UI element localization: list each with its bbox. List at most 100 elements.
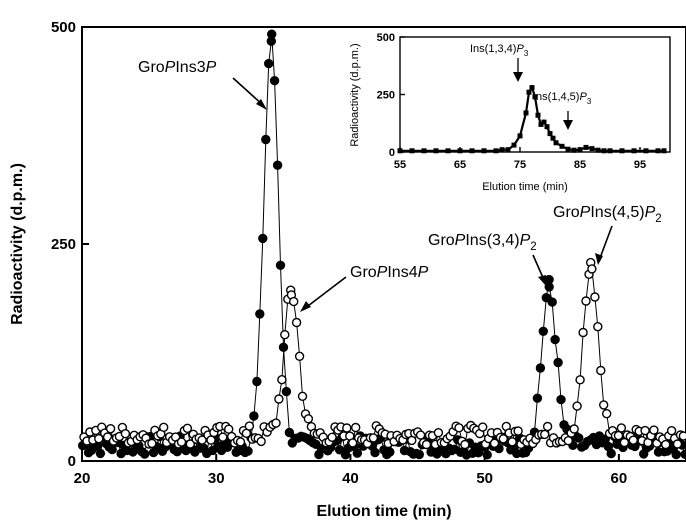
arrowhead-ins134p3 [513, 72, 523, 82]
annotation-gropins3p-label: GroPIns3P [138, 59, 217, 76]
inset-data-point [631, 148, 637, 154]
data-point-open [596, 365, 606, 376]
data-point-open [666, 426, 677, 436]
data-point-filled [267, 29, 277, 39]
annotation-ins134p3-label: Ins(1,3,4)P3 [470, 43, 529, 58]
inset-data-point [469, 148, 475, 154]
arrow-gropins4p [303, 276, 347, 310]
arrow-gropins45p2 [599, 225, 613, 259]
main-y-tick-label: 250 [51, 236, 76, 253]
data-point-filled [272, 160, 283, 170]
data-point-open [587, 264, 597, 274]
main-x-tick-label: 50 [476, 470, 493, 487]
inset-y-axis-title: Radioactivity (d.p.m.) [349, 43, 361, 146]
main-x-axis-title: Elution time (min) [316, 503, 451, 520]
data-point-open [540, 429, 550, 440]
data-point-open [256, 436, 266, 447]
inset-x-tick-label: 75 [514, 159, 526, 171]
data-point-open [235, 437, 246, 447]
data-point-open [348, 438, 358, 448]
data-point-open [185, 439, 196, 449]
data-point-filled [535, 363, 546, 373]
data-point-open [613, 430, 624, 441]
data-point-open [94, 434, 104, 444]
data-point-open [271, 418, 281, 428]
data-point-open [368, 433, 379, 443]
data-point-filled [334, 445, 345, 455]
main-x-tick-label: 40 [342, 470, 359, 487]
data-point-open [649, 425, 659, 435]
data-point-filled [680, 449, 686, 459]
main-x-ticks: 20 30 40 50 60 [74, 454, 628, 487]
inset-data-point [655, 148, 661, 154]
data-point-open [628, 435, 638, 445]
inset-data-point [526, 89, 532, 95]
inset-data-point [529, 85, 535, 91]
arrowhead-ins145p3 [563, 120, 573, 130]
inset-y-tick-label: 0 [389, 147, 395, 159]
arrowhead-gropins34p2 [538, 275, 546, 286]
main-y-ticks: 0 250 500 [51, 19, 89, 470]
annotation-gropins4p-label: GroPIns4P [350, 264, 429, 281]
data-point-open [351, 422, 361, 433]
arrowhead-gropins3p [256, 99, 267, 110]
data-point-open [498, 434, 508, 444]
data-point-filled [538, 326, 548, 336]
data-point-open [327, 432, 337, 442]
data-point-open [274, 394, 284, 404]
main-chart: 20 30 40 50 60 0 250 500 Elution time (min) Ra… [9, 19, 686, 520]
data-point-filled [139, 449, 150, 459]
data-point-filled [128, 447, 138, 457]
data-point-open [563, 436, 573, 446]
inset-chart: 55 65 75 85 95 0 250 500 Elution time (min) Ra… [345, 29, 685, 199]
inset-data-point [601, 148, 607, 154]
inset-x-tick-label: 95 [634, 159, 646, 171]
data-point-filled [243, 446, 253, 456]
arrowhead-gropins4p [300, 301, 311, 312]
inset-data-point [517, 133, 523, 139]
data-point-filled [258, 233, 268, 244]
inset-x-tick-label: 65 [454, 159, 466, 171]
inset-data-point [493, 148, 499, 154]
inset-x-ticks: 55 65 75 85 95 [394, 147, 646, 171]
data-point-open [489, 438, 500, 448]
data-point-filled [606, 448, 616, 459]
inset-data-point [559, 143, 565, 149]
data-point-filled [95, 448, 106, 459]
data-point-open [672, 439, 683, 449]
data-point-filled [414, 449, 424, 460]
data-point-filled [550, 334, 560, 345]
data-point-open [616, 423, 627, 433]
data-point-open [182, 423, 193, 433]
data-point-open [218, 432, 228, 442]
data-point-open [294, 351, 305, 361]
data-point-filled [574, 433, 584, 443]
inset-data-point [619, 148, 625, 154]
data-point-open [277, 375, 287, 385]
data-point-filled [249, 411, 259, 421]
inset-data-point [544, 124, 550, 130]
inset-data-point [505, 147, 511, 153]
inset-data-point [571, 147, 577, 153]
data-point-open [280, 330, 290, 340]
data-point-open [454, 423, 464, 433]
data-point-filled [255, 309, 265, 319]
data-point-open [599, 400, 609, 410]
data-point-open [602, 409, 612, 419]
data-point-filled [385, 447, 395, 457]
annotation-gropins34p2-label: GroPIns(3,4)P2 [428, 232, 537, 253]
inset-data-point [445, 148, 451, 154]
data-point-open [433, 428, 444, 438]
main-x-tick-label: 60 [611, 470, 628, 487]
main-y-tick-label: 0 [68, 453, 76, 470]
data-point-open [678, 431, 686, 441]
data-point-open [158, 422, 169, 432]
main-x-tick-label: 30 [208, 470, 225, 487]
inset-data-point [532, 94, 538, 100]
data-point-filled [556, 394, 566, 405]
inset-data-point [643, 148, 649, 154]
inset-data-point [661, 148, 667, 154]
inset-data-point [409, 148, 415, 154]
inset-data-point [523, 110, 529, 116]
